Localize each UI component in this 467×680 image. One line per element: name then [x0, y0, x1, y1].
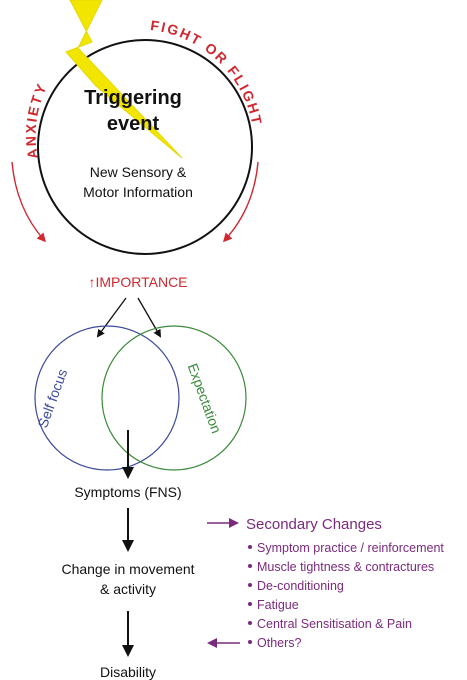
- expectation-circle: [102, 326, 246, 470]
- trigger-title-line1: Triggering: [84, 87, 182, 109]
- change-label-line2: & activity: [100, 581, 156, 597]
- bullet: [248, 564, 252, 568]
- trigger-sub-line2: Motor Information: [83, 184, 193, 200]
- symptoms-label: Symptoms (FNS): [74, 484, 181, 500]
- disability-label: Disability: [100, 664, 156, 680]
- secondary-item: Others?: [257, 636, 302, 650]
- secondary-item: Muscle tightness & contractures: [257, 560, 434, 574]
- secondary-item: Fatigue: [257, 598, 299, 612]
- anxiety-label: ANXIETY: [23, 80, 51, 160]
- anxiety-arrow: [12, 162, 44, 240]
- fight-or-flight-label: FIGHT OR FLIGHT: [149, 17, 265, 127]
- expectation-label: Expectation: [185, 361, 225, 435]
- bullet: [248, 621, 252, 625]
- bullet: [248, 640, 252, 644]
- secondary-item: Symptom practice / reinforcement: [257, 541, 444, 555]
- bullet: [248, 583, 252, 587]
- trigger-title-line2: event: [107, 113, 160, 135]
- bullet: [248, 602, 252, 606]
- trigger-sub-line1: New Sensory &: [90, 164, 187, 180]
- secondary-item: Central Sensitisation & Pain: [257, 617, 412, 631]
- secondary-list: Symptom practice / reinforcement Muscle …: [248, 541, 444, 650]
- bullet: [248, 545, 252, 549]
- fight-or-flight-arrow: [225, 162, 258, 240]
- anxiety-label-path: ANXIETY: [23, 80, 51, 160]
- secondary-title: Secondary Changes: [246, 516, 382, 533]
- importance-label: ↑IMPORTANCE: [88, 274, 187, 290]
- fight-or-flight-label-path: FIGHT OR FLIGHT: [149, 17, 265, 127]
- secondary-item: De-conditioning: [257, 579, 344, 593]
- trigger-circle: [38, 40, 252, 254]
- arrow-to-self-focus: [98, 298, 126, 336]
- change-label-line1: Change in movement: [61, 561, 194, 577]
- self-focus-label: Self focus: [34, 367, 70, 430]
